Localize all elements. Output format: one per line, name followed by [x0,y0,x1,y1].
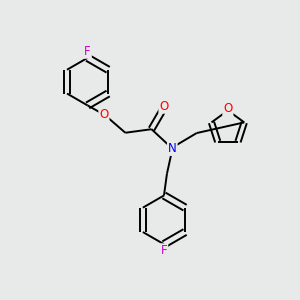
Text: F: F [161,244,167,257]
Text: O: O [223,103,232,116]
Text: O: O [99,108,109,121]
Text: F: F [84,45,91,58]
Text: N: N [168,142,177,155]
Text: O: O [159,100,169,113]
